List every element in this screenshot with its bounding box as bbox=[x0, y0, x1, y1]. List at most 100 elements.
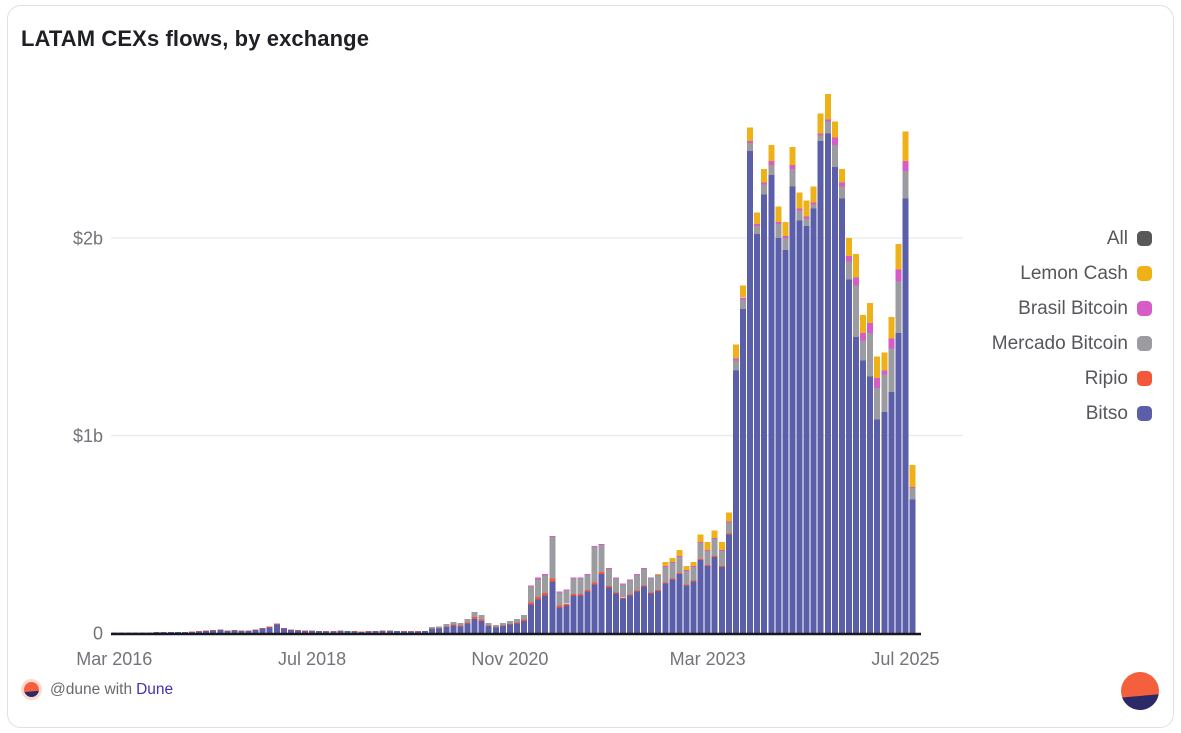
bar-segment[interactable] bbox=[718, 550, 725, 552]
bar-segment[interactable] bbox=[627, 579, 633, 581]
bar-segment[interactable] bbox=[153, 632, 160, 633]
bar-segment[interactable] bbox=[789, 186, 796, 633]
bar-segment[interactable] bbox=[662, 566, 669, 583]
bar-segment[interactable] bbox=[337, 630, 344, 633]
bar-segment[interactable] bbox=[478, 615, 485, 620]
bar-segment[interactable] bbox=[796, 192, 803, 209]
bar-segment[interactable] bbox=[761, 194, 768, 634]
bar-segment[interactable] bbox=[273, 624, 280, 633]
bar-segment[interactable] bbox=[528, 586, 535, 603]
bar-segment[interactable] bbox=[521, 620, 527, 633]
bar-segment[interactable] bbox=[521, 615, 527, 620]
bar-segment[interactable] bbox=[443, 626, 450, 628]
bar-segment[interactable] bbox=[563, 589, 570, 591]
bar-segment[interactable] bbox=[549, 536, 556, 538]
bar-segment[interactable] bbox=[676, 557, 683, 573]
bar-segment[interactable] bbox=[740, 297, 746, 300]
bar-segment[interactable] bbox=[902, 161, 909, 171]
bar-segment[interactable] bbox=[732, 344, 739, 359]
bar-segment[interactable] bbox=[598, 544, 605, 546]
bar-segment[interactable] bbox=[683, 569, 690, 571]
bar-segment[interactable] bbox=[648, 577, 655, 579]
bar-segment[interactable] bbox=[881, 374, 888, 412]
bar-segment[interactable] bbox=[810, 202, 817, 205]
bar-segment[interactable] bbox=[782, 249, 789, 633]
bar-segment[interactable] bbox=[535, 597, 542, 600]
bar-segment[interactable] bbox=[528, 604, 535, 633]
bar-segment[interactable] bbox=[676, 573, 683, 634]
bar-segment[interactable] bbox=[542, 573, 549, 576]
bar-segment[interactable] bbox=[535, 577, 542, 580]
bar-segment[interactable] bbox=[824, 119, 831, 122]
bar-segment[interactable] bbox=[747, 127, 754, 142]
bar-segment[interactable] bbox=[782, 236, 789, 238]
bar-segment[interactable] bbox=[450, 624, 457, 626]
bar-segment[interactable] bbox=[655, 574, 662, 576]
bar-segment[interactable] bbox=[704, 564, 711, 566]
bar-segment[interactable] bbox=[535, 599, 542, 633]
bar-segment[interactable] bbox=[711, 539, 718, 556]
bar-segment[interactable] bbox=[704, 551, 711, 565]
dune-link[interactable]: Dune bbox=[136, 680, 174, 698]
bar-segment[interactable] bbox=[718, 566, 725, 567]
bar-segment[interactable] bbox=[506, 621, 513, 624]
bar-segment[interactable] bbox=[655, 589, 662, 591]
dune-logo-large-icon[interactable] bbox=[1121, 672, 1159, 710]
bar-segment[interactable] bbox=[697, 542, 704, 544]
bar-segment[interactable] bbox=[796, 208, 803, 211]
bar-segment[interactable] bbox=[676, 572, 683, 574]
bar-segment[interactable] bbox=[796, 220, 803, 633]
bar-segment[interactable] bbox=[747, 143, 754, 152]
bar-segment[interactable] bbox=[831, 166, 838, 633]
bar-segment[interactable] bbox=[619, 598, 626, 633]
bar-segment[interactable] bbox=[846, 261, 852, 280]
bar-segment[interactable] bbox=[902, 170, 909, 199]
bar-segment[interactable] bbox=[139, 632, 146, 633]
bar-segment[interactable] bbox=[591, 582, 598, 585]
bar-segment[interactable] bbox=[591, 546, 598, 548]
legend-item-brasil-bitcoin[interactable]: Brasil Bitcoin bbox=[992, 291, 1152, 326]
bar-segment[interactable] bbox=[344, 631, 351, 633]
bar-segment[interactable] bbox=[450, 621, 457, 625]
bar-segment[interactable] bbox=[429, 629, 436, 633]
bar-segment[interactable] bbox=[740, 309, 746, 633]
bar-segment[interactable] bbox=[577, 577, 584, 579]
bar-segment[interactable] bbox=[853, 336, 859, 634]
bar-segment[interactable] bbox=[570, 593, 577, 596]
bar-segment[interactable] bbox=[351, 631, 358, 633]
bar-segment[interactable] bbox=[309, 631, 316, 633]
bar-segment[interactable] bbox=[909, 487, 916, 500]
bar-segment[interactable] bbox=[273, 623, 280, 625]
bar-segment[interactable] bbox=[754, 224, 761, 227]
bar-segment[interactable] bbox=[627, 594, 633, 596]
bar-segment[interactable] bbox=[570, 578, 577, 594]
bar-segment[interactable] bbox=[718, 542, 725, 551]
bar-segment[interactable] bbox=[775, 206, 782, 223]
bar-segment[interactable] bbox=[725, 521, 732, 523]
bar-segment[interactable] bbox=[810, 208, 817, 633]
bar-segment[interactable] bbox=[217, 630, 224, 633]
bar-segment[interactable] bbox=[683, 565, 690, 570]
bar-segment[interactable] bbox=[895, 269, 902, 282]
bar-segment[interactable] bbox=[450, 625, 457, 634]
bar-segment[interactable] bbox=[549, 581, 556, 633]
bar-segment[interactable] bbox=[796, 210, 803, 221]
bar-segment[interactable] bbox=[874, 356, 881, 379]
bar-segment[interactable] bbox=[655, 590, 662, 633]
bar-segment[interactable] bbox=[506, 624, 513, 633]
bar-segment[interactable] bbox=[775, 238, 782, 633]
bar-segment[interactable] bbox=[789, 147, 796, 165]
bar-segment[interactable] bbox=[287, 629, 294, 630]
bar-segment[interactable] bbox=[556, 607, 563, 633]
bar-segment[interactable] bbox=[817, 135, 824, 142]
bar-segment[interactable] bbox=[697, 534, 704, 543]
bar-segment[interactable] bbox=[513, 623, 520, 633]
bar-segment[interactable] bbox=[881, 370, 888, 375]
bar-segment[interactable] bbox=[902, 131, 909, 161]
bar-segment[interactable] bbox=[683, 585, 690, 633]
bar-segment[interactable] bbox=[676, 550, 683, 556]
bar-segment[interactable] bbox=[725, 534, 732, 634]
bar-segment[interactable] bbox=[831, 137, 838, 146]
bar-segment[interactable] bbox=[789, 164, 796, 169]
bar-segment[interactable] bbox=[789, 168, 796, 187]
